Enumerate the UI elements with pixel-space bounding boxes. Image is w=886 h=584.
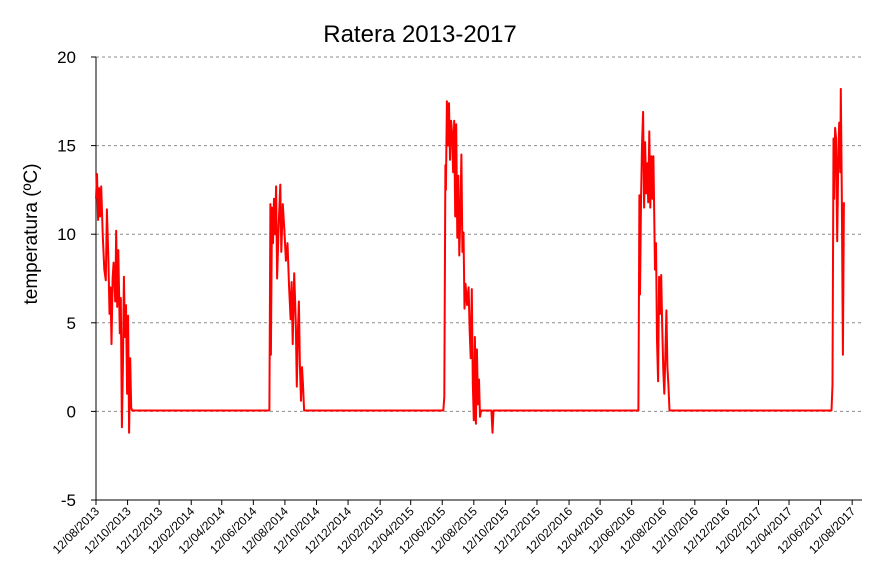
- y-tick-label: 0: [67, 402, 76, 421]
- y-tick-label: 10: [57, 225, 76, 244]
- y-tick-label: 20: [57, 48, 76, 67]
- x-tick-labels: 12/08/201312/10/201312/12/201312/02/2014…: [50, 504, 859, 557]
- y-tick-label: -5: [61, 491, 76, 510]
- y-tick-labels: -5 0 5 10 15 20: [57, 48, 76, 510]
- y-tick-label: 15: [57, 137, 76, 156]
- y-axis-label: temperatura (ºC): [21, 163, 42, 304]
- series-line: [95, 87, 845, 434]
- y-tick-label: 5: [67, 314, 76, 333]
- series-layer: [95, 87, 845, 434]
- chart-title: Ratera 2013-2017: [323, 21, 516, 48]
- gridlines: [96, 56, 862, 412]
- axes: [91, 56, 862, 505]
